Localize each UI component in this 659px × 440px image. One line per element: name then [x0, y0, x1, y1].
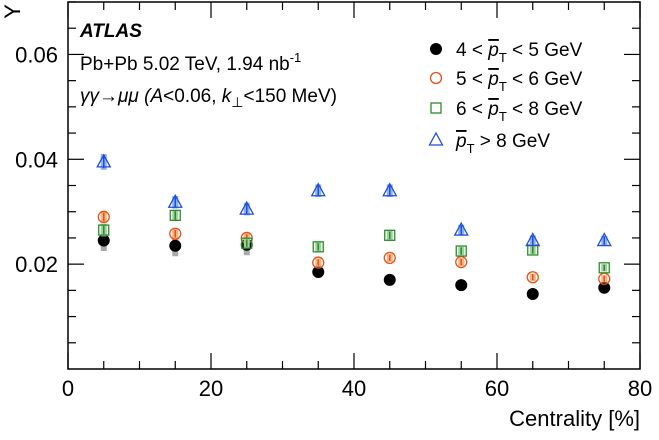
legend-marker: [430, 102, 442, 114]
legend-label: 4 < pT < 5 GeV: [456, 40, 583, 65]
legend-label: 5 < pT < 6 GeV: [456, 69, 583, 94]
data-point: [382, 182, 398, 197]
y-axis-title: Y: [0, 4, 25, 19]
x-tick-label: 0: [62, 376, 74, 401]
data-point: [526, 288, 539, 301]
data-point: [97, 210, 110, 224]
y-tick-label: 0.02: [15, 252, 58, 277]
data-point: [169, 227, 182, 240]
data-point: [310, 182, 326, 197]
series-2: [97, 210, 611, 285]
data-point: [525, 232, 541, 247]
legend-marker: [430, 43, 442, 55]
x-tick-label: 60: [485, 376, 509, 401]
data-point: [96, 153, 112, 168]
x-tick-label: 80: [628, 376, 652, 401]
x-tick-label: 20: [199, 376, 223, 401]
data-point: [312, 241, 324, 253]
x-axis-title: Centrality [%]: [509, 406, 640, 431]
experiment-label: ATLAS: [79, 21, 142, 42]
series-4: [96, 153, 612, 247]
data-point: [312, 256, 325, 269]
data-point: [526, 271, 539, 284]
data-point: [453, 221, 469, 236]
legend-label: 6 < pT < 8 GeV: [456, 99, 583, 124]
x-tick-label: 40: [342, 376, 366, 401]
data-point: [598, 262, 610, 274]
data-point: [97, 234, 110, 247]
series-3: [98, 209, 610, 274]
legend-marker: [428, 131, 444, 146]
data-point: [455, 245, 467, 257]
data-point: [169, 239, 182, 252]
data-point: [383, 273, 396, 286]
data-point: [383, 251, 396, 265]
dataset-label: Pb+Pb 5.02 TeV, 1.94 nb-1: [80, 50, 301, 75]
process-label: γγ→μμ (A<0.06, k⊥<150 MeV): [80, 86, 337, 110]
data-point: [239, 200, 255, 215]
axis-ticks: [67, 1, 641, 369]
data-point: [167, 193, 183, 208]
legend-label: pT > 8 GeV: [455, 131, 550, 156]
data-point: [241, 237, 253, 249]
legend-marker: [429, 71, 443, 85]
legend: 4 < pT < 5 GeV 5 < pT < 6 GeV 6 < pT < 8 G…: [428, 40, 583, 156]
data-point: [98, 224, 110, 236]
data-point: [384, 229, 396, 241]
series-layer: [96, 153, 612, 301]
y-tick-label: 0.04: [15, 147, 58, 172]
data-point: [596, 232, 612, 247]
data-point: [455, 279, 468, 292]
data-point: [169, 209, 181, 222]
y-tick-label: 0.06: [15, 42, 58, 67]
axis-tick-labels: 0 20 40 60 80 0.02 0.04 0.06: [15, 42, 652, 401]
